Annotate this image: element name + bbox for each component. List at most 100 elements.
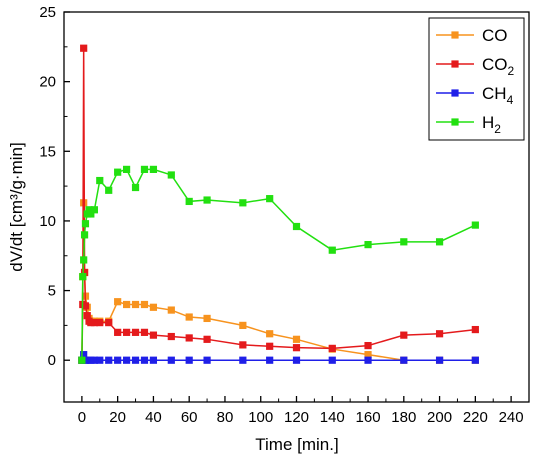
legend-item-co2: CO2 <box>436 55 515 78</box>
data-point-co <box>203 314 211 323</box>
legend-label-ch4: CH4 <box>482 84 514 107</box>
x-axis-title: Time [min.] <box>255 435 338 454</box>
data-point-co2 <box>239 341 247 349</box>
data-point-ch4 <box>167 356 175 364</box>
data-point-co2 <box>131 328 140 336</box>
data-point-co2 <box>471 325 479 334</box>
data-point-co2 <box>80 44 88 52</box>
data-point-ch4 <box>90 356 99 364</box>
series-ch4 <box>78 351 479 364</box>
data-point-ch4 <box>131 356 140 364</box>
x-tick-label: 240 <box>499 409 524 426</box>
data-point-co <box>122 300 131 309</box>
data-point-h2 <box>167 171 175 179</box>
data-point-h2 <box>266 195 274 203</box>
legend: CO CO2 CH4 H2 <box>428 17 525 141</box>
data-point-ch4 <box>364 356 372 364</box>
x-tick-label: 60 <box>181 409 198 426</box>
legend-item-co: CO <box>436 26 508 45</box>
legend-marker-ch4 <box>451 89 459 97</box>
data-point-co2 <box>328 344 336 352</box>
x-tick-label: 140 <box>320 409 345 426</box>
data-point-h2 <box>328 246 336 254</box>
data-point-co2 <box>167 332 175 341</box>
data-point-h2 <box>471 221 479 229</box>
series-co <box>78 199 479 364</box>
data-point-co2 <box>203 335 211 343</box>
data-point-h2 <box>400 238 408 246</box>
data-point-co <box>140 300 149 309</box>
data-point-ch4 <box>114 356 122 364</box>
data-point-ch4 <box>239 356 247 364</box>
data-point-h2 <box>203 196 211 204</box>
data-point-co2 <box>292 344 301 352</box>
data-point-h2 <box>80 231 89 239</box>
data-point-co <box>292 335 301 343</box>
data-point-co2 <box>83 312 91 320</box>
data-point-h2 <box>90 206 99 214</box>
data-point-co <box>364 351 372 359</box>
data-point-co2 <box>114 328 122 336</box>
x-tick-label: 120 <box>284 409 309 426</box>
legend-box <box>428 17 525 141</box>
data-point-ch4 <box>471 356 479 364</box>
data-point-ch4 <box>80 351 88 359</box>
legend-label-h2: H2 <box>482 113 501 136</box>
series-co2 <box>78 44 479 364</box>
data-point-ch4 <box>105 356 113 364</box>
data-point-ch4 <box>185 356 193 364</box>
data-point-co2 <box>400 331 408 339</box>
data-point-h2 <box>105 186 113 194</box>
data-point-h2 <box>81 220 90 228</box>
data-point-co <box>149 303 158 311</box>
x-tick-label: 180 <box>391 409 416 426</box>
data-point-co2 <box>140 328 149 336</box>
data-point-h2 <box>185 197 193 206</box>
y-tick-label: 20 <box>39 74 56 91</box>
data-point-h2 <box>239 199 247 207</box>
series-h2 <box>78 165 479 364</box>
data-point-h2 <box>122 165 131 173</box>
series-line-co <box>81 202 476 361</box>
x-tick-label: 20 <box>109 409 126 426</box>
data-point-ch4 <box>292 356 301 364</box>
series-line-co2 <box>81 48 476 361</box>
x-tick-label: 100 <box>248 409 273 426</box>
data-point-co2 <box>122 328 131 336</box>
data-point-co2 <box>105 319 113 327</box>
data-point-h2 <box>292 222 301 231</box>
data-point-ch4 <box>435 356 444 364</box>
y-tick-label: 0 <box>48 352 56 369</box>
data-point-co2 <box>364 341 372 350</box>
x-tick-label: 220 <box>463 409 488 426</box>
data-point-ch4 <box>122 356 131 364</box>
data-point-co <box>266 330 274 338</box>
data-point-h2 <box>78 356 86 364</box>
data-point-h2 <box>364 241 372 249</box>
legend-marker-h2 <box>451 118 459 126</box>
data-point-co2 <box>81 302 90 310</box>
y-tick-label: 15 <box>39 143 56 160</box>
data-point-h2 <box>131 183 140 192</box>
data-point-co2 <box>149 331 158 339</box>
data-point-h2 <box>96 176 104 185</box>
data-point-co2 <box>80 268 89 277</box>
x-tick-label: 80 <box>217 409 234 426</box>
data-point-ch4 <box>400 356 408 364</box>
data-point-ch4 <box>149 356 158 364</box>
x-tick-label: 40 <box>145 409 162 426</box>
data-point-co2 <box>266 342 274 350</box>
x-tick-label: 200 <box>427 409 452 426</box>
legend-marker-co2 <box>451 60 459 68</box>
data-point-h2 <box>140 165 149 173</box>
data-point-co <box>239 321 247 329</box>
data-point-co <box>114 298 122 306</box>
data-point-h2 <box>149 165 158 173</box>
series-group <box>78 44 479 364</box>
data-point-h2 <box>80 256 88 264</box>
y-tick-label: 25 <box>39 4 56 21</box>
legend-item-ch4: CH4 <box>436 84 514 107</box>
data-point-co <box>167 306 175 314</box>
data-point-ch4 <box>328 356 336 364</box>
